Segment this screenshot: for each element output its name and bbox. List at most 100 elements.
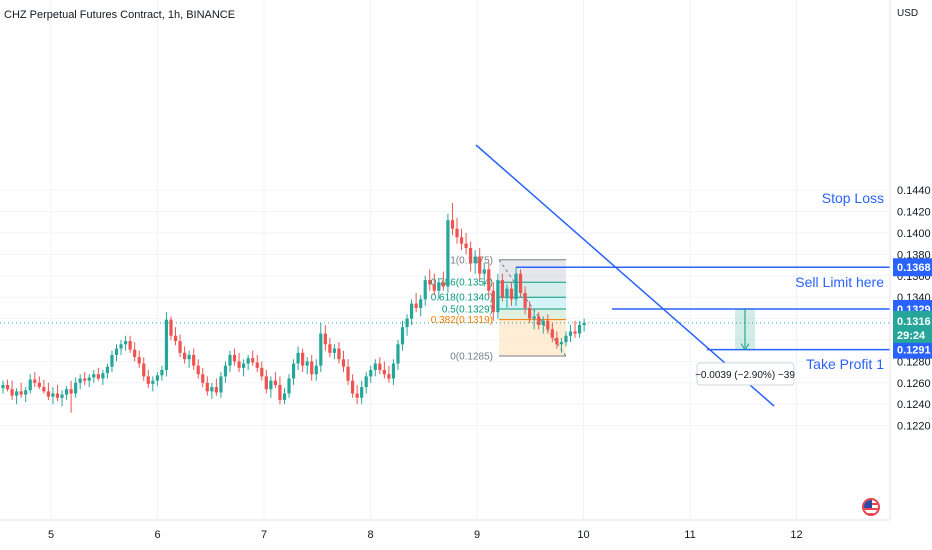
candle-body (455, 228, 459, 238)
price-tag-level (893, 340, 932, 359)
candle-body (382, 369, 386, 375)
candle-body (178, 341, 182, 353)
candle-body (246, 358, 250, 364)
candle-body (478, 256, 482, 274)
candle-body (505, 288, 509, 298)
candle-body (255, 362, 259, 368)
candle-body (192, 354, 196, 366)
price-tick-label: 0.1240 (897, 399, 931, 411)
candle-body (446, 220, 450, 287)
candle-body (332, 348, 337, 353)
candle-body (114, 348, 119, 355)
level-note: Sell Limit here (795, 274, 884, 290)
candle-body (437, 282, 441, 291)
time-tick-label: 7 (261, 529, 267, 541)
fib-zone (499, 259, 566, 283)
us-flag-icon (862, 498, 880, 516)
candle-body (101, 373, 105, 379)
candle-body (582, 322, 586, 326)
candle-body (550, 329, 554, 338)
candle-body (423, 280, 427, 300)
level-note: Stop Loss (822, 190, 884, 206)
measure-label-box (696, 362, 795, 386)
candle-body (260, 367, 264, 377)
candle-body (410, 303, 414, 319)
candle-body (391, 363, 396, 379)
candle-body (400, 327, 405, 345)
candle-body (509, 288, 514, 300)
candle-body (319, 333, 323, 366)
candle-body (532, 316, 536, 319)
candle-body (291, 363, 296, 379)
fib-level-label: 0.618(0.1340) (431, 293, 493, 304)
time-axis[interactable]: 5 6 7 8 9 10 11 12 (0, 519, 890, 541)
candle-body (137, 357, 141, 364)
candle-body (459, 237, 464, 244)
time-tick-label: 9 (474, 529, 480, 541)
candle-body (341, 359, 346, 367)
candle-body (10, 389, 14, 396)
candle-body (210, 387, 214, 392)
candle-body (514, 273, 518, 300)
price-tag-current (893, 310, 932, 343)
price-tag-level (893, 258, 932, 277)
fib-level-label: 0(0.1285) (450, 352, 493, 363)
candle-body (64, 389, 69, 395)
candle-body (564, 335, 568, 343)
candle-body (350, 380, 355, 394)
fib-zone (499, 319, 566, 357)
candle-body (160, 369, 164, 376)
candle-body (559, 342, 564, 345)
candle-body (164, 319, 169, 370)
time-tick-label: 6 (154, 529, 160, 541)
candle-body (110, 354, 114, 367)
candle-body (33, 379, 37, 383)
candle-body (28, 379, 32, 391)
candle-body (55, 393, 60, 398)
candle-body (496, 280, 500, 313)
candle-body (15, 391, 19, 396)
candle-body (396, 344, 400, 364)
candle-body (282, 393, 287, 400)
candle-body (541, 320, 545, 326)
candle-body (87, 377, 91, 381)
candle-body (432, 284, 436, 291)
candle-body (60, 394, 64, 398)
candle-body (414, 303, 418, 308)
candle-body (5, 384, 10, 390)
level-note: Take Profit 1 (806, 356, 884, 372)
current-price-text: 0.1316 (897, 316, 931, 328)
candle-body (364, 376, 368, 388)
price-axis[interactable]: 0.14400.14200.14000.13800.13600.13400.13… (889, 0, 932, 550)
candles (0, 203, 890, 413)
candle-body (196, 365, 200, 375)
candle-body (337, 348, 341, 360)
drawings[interactable]: Stop Loss Sell Limit here Take Profit 1 −0.… (475, 144, 890, 407)
candle-body (296, 352, 300, 364)
price-tag-text: 0.1368 (897, 262, 931, 274)
candle-body (314, 365, 318, 375)
candle-body (123, 341, 128, 345)
currency-label[interactable]: USD (897, 8, 919, 19)
candle-body (155, 375, 159, 381)
candle-body (128, 341, 132, 350)
candle-body (346, 366, 350, 381)
candle-body (24, 390, 28, 395)
candle-body (473, 256, 477, 263)
candle-body (37, 382, 41, 388)
candle-body (287, 378, 291, 394)
candle-body (305, 361, 309, 366)
candle-body (42, 387, 46, 392)
grid (0, 0, 890, 520)
candle-body (1, 384, 5, 389)
price-tick-label: 0.1260 (897, 378, 931, 390)
candle-body (219, 376, 223, 393)
candle-body (269, 380, 273, 390)
candle-body (577, 325, 582, 334)
candle-body (69, 389, 73, 394)
candle-body (278, 384, 282, 400)
candle-body (373, 363, 377, 370)
candle-body (83, 378, 87, 381)
candle-body (528, 307, 532, 319)
